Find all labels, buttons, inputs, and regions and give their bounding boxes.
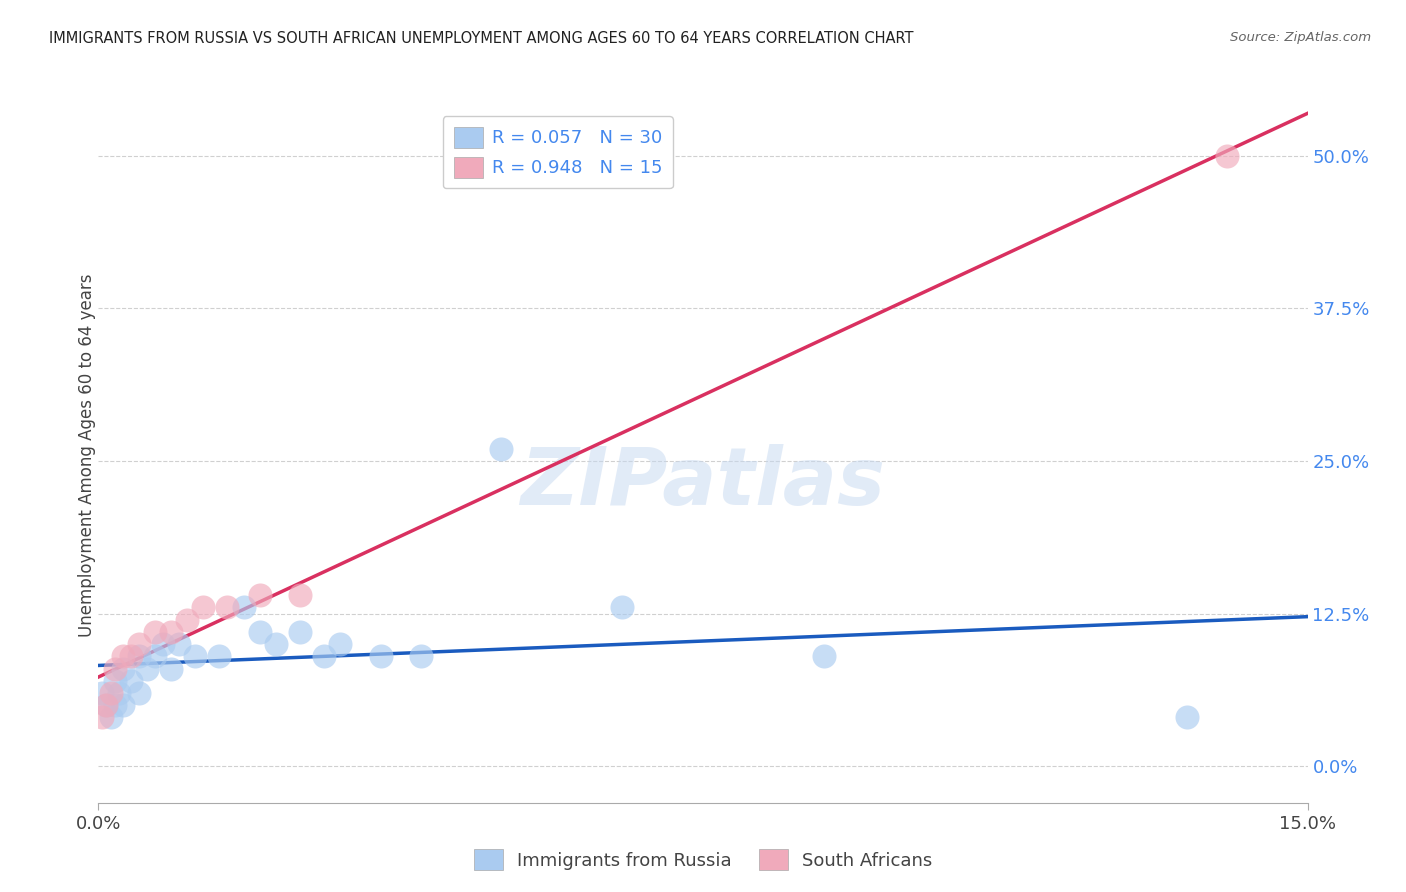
Point [491,442,513,456]
Point [91,710,114,724]
Point [96,698,118,713]
Point [143,624,166,639]
Point [160,661,183,675]
Point [288,624,311,639]
Text: Source: ZipAtlas.com: Source: ZipAtlas.com [1230,31,1371,45]
Legend: Immigrants from Russia, South Africans: Immigrants from Russia, South Africans [467,842,939,877]
Text: ZIPatlas: ZIPatlas [520,443,886,522]
Point [249,624,271,639]
Point [193,600,215,615]
Point [135,661,157,675]
Point [103,661,125,675]
Point [288,588,311,602]
Point [128,649,150,664]
Point [249,588,271,602]
Y-axis label: Unemployment Among Ages 60 to 64 years: Unemployment Among Ages 60 to 64 years [79,273,96,637]
Point [128,686,150,700]
Point [103,673,125,688]
Point [167,637,190,651]
Point [111,661,134,675]
Point [184,649,207,664]
Point [120,673,142,688]
Point [264,637,287,651]
Point [152,637,174,651]
Point [143,649,166,664]
Point [107,686,129,700]
Point [232,600,254,615]
Point [370,649,392,664]
Point [120,649,142,664]
Point [612,600,634,615]
Point [160,624,183,639]
Point [111,649,134,664]
Point [91,686,114,700]
Point [128,637,150,651]
Point [1175,710,1198,724]
Point [813,649,835,664]
Point [176,613,198,627]
Point [208,649,231,664]
Point [100,686,122,700]
Point [96,698,118,713]
Point [100,710,122,724]
Point [1216,149,1239,163]
Point [314,649,336,664]
Point [329,637,352,651]
Point [111,698,134,713]
Point [103,698,125,713]
Text: IMMIGRANTS FROM RUSSIA VS SOUTH AFRICAN UNEMPLOYMENT AMONG AGES 60 TO 64 YEARS C: IMMIGRANTS FROM RUSSIA VS SOUTH AFRICAN … [49,31,914,46]
Point [409,649,432,664]
Point [217,600,239,615]
